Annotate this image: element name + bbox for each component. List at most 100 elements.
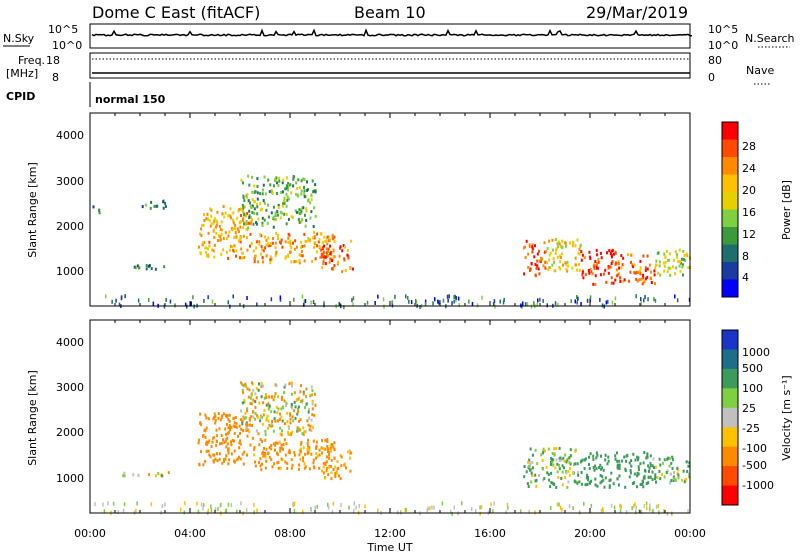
p-cell: [304, 239, 307, 243]
p-cell: [207, 217, 209, 221]
p-cell: [227, 256, 230, 260]
v-cell: [263, 447, 265, 450]
p-cell: [605, 300, 608, 305]
v-cell: [272, 442, 275, 446]
v-cell: [616, 451, 618, 455]
p-cell: [98, 208, 101, 212]
p-cell: [655, 263, 658, 267]
v-cell: [585, 476, 588, 480]
v-cell: [635, 505, 637, 510]
v-cell: [258, 443, 261, 447]
v-cell: [561, 470, 564, 474]
v-cell: [567, 480, 570, 484]
colorbar-segment: [722, 330, 738, 350]
p-cell: [235, 235, 238, 239]
v-cell: [558, 467, 561, 471]
p-cell: [653, 269, 656, 273]
p-cell: [220, 220, 223, 224]
p-cell: [257, 217, 260, 221]
p-cell: [268, 190, 271, 194]
p-cell: [219, 228, 222, 232]
v-cell: [661, 472, 663, 476]
v-cell: [614, 454, 617, 458]
p-cell: [618, 262, 621, 266]
p-cell: [326, 242, 329, 246]
p-cell: [237, 230, 240, 234]
p-cell: [584, 273, 587, 277]
p-cell: [293, 247, 296, 251]
p-cell: [253, 260, 256, 264]
p-cell: [281, 181, 284, 185]
v-cell: [225, 454, 228, 458]
p-cell: [298, 261, 301, 265]
v-cell: [324, 439, 327, 443]
p-cell: [536, 259, 539, 263]
v-cell: [287, 450, 290, 454]
v-cell: [300, 384, 302, 388]
v-cell: [608, 485, 611, 489]
p-cell: [310, 210, 313, 214]
v-cell: [492, 509, 494, 514]
v-cell: [599, 481, 602, 485]
p-cell: [282, 178, 285, 182]
v-cell: [632, 452, 635, 456]
v-cell: [480, 505, 483, 510]
p-cell: [213, 255, 216, 259]
v-cell: [326, 438, 329, 442]
v-cell: [255, 396, 258, 400]
p-cell: [202, 223, 205, 227]
p-cell: [141, 205, 144, 209]
vel-cbar-tick-neg500: -500: [742, 459, 767, 472]
p-cell: [225, 250, 228, 254]
v-cell: [261, 415, 264, 419]
v-cell: [668, 456, 671, 460]
cpid-mode: normal 150: [95, 93, 166, 106]
v-cell: [654, 475, 657, 479]
v-cell: [264, 455, 267, 459]
v-cell: [270, 458, 273, 462]
v-cell: [226, 436, 229, 440]
v-cell: [276, 441, 279, 445]
v-cell: [242, 462, 245, 466]
p-cell: [248, 216, 251, 220]
p-cell: [548, 258, 551, 262]
v-cell: [279, 446, 282, 450]
v-cell: [200, 450, 202, 454]
colorbar-segment: [722, 388, 738, 409]
p-cell: [391, 300, 393, 305]
p-cell: [245, 227, 248, 231]
p-cell: [256, 177, 259, 181]
v-cell: [302, 392, 305, 396]
v-cell: [232, 424, 235, 428]
v-cell: [122, 474, 125, 478]
p-cell: [267, 215, 270, 219]
p-cell: [639, 271, 642, 275]
v-cell: [310, 452, 313, 456]
p-cell: [551, 248, 554, 252]
v-cell: [624, 485, 627, 489]
v-cell: [230, 440, 232, 444]
v-cell: [261, 452, 264, 456]
p-cell: [259, 202, 262, 206]
v-cell: [583, 467, 586, 471]
p-cell: [618, 276, 621, 280]
freq-label-1: Freq.: [18, 54, 45, 67]
v-cell: [228, 419, 231, 423]
p-cell: [314, 257, 317, 261]
p-cell: [574, 256, 577, 260]
p-cell: [216, 221, 219, 225]
p-cell: [468, 299, 470, 304]
v-cell: [224, 457, 227, 461]
v-cell: [224, 509, 227, 514]
v-cell: [672, 478, 675, 482]
p-cell: [303, 244, 306, 248]
v-cell: [471, 507, 473, 512]
v-cell: [210, 445, 213, 448]
p-cell: [265, 243, 268, 247]
p-cell: [203, 299, 205, 303]
xtick-6: 00:00: [674, 527, 706, 540]
p-cell: [267, 203, 269, 207]
v-cell: [326, 450, 329, 453]
v-cell: [214, 457, 217, 461]
p-cell: [214, 225, 217, 229]
